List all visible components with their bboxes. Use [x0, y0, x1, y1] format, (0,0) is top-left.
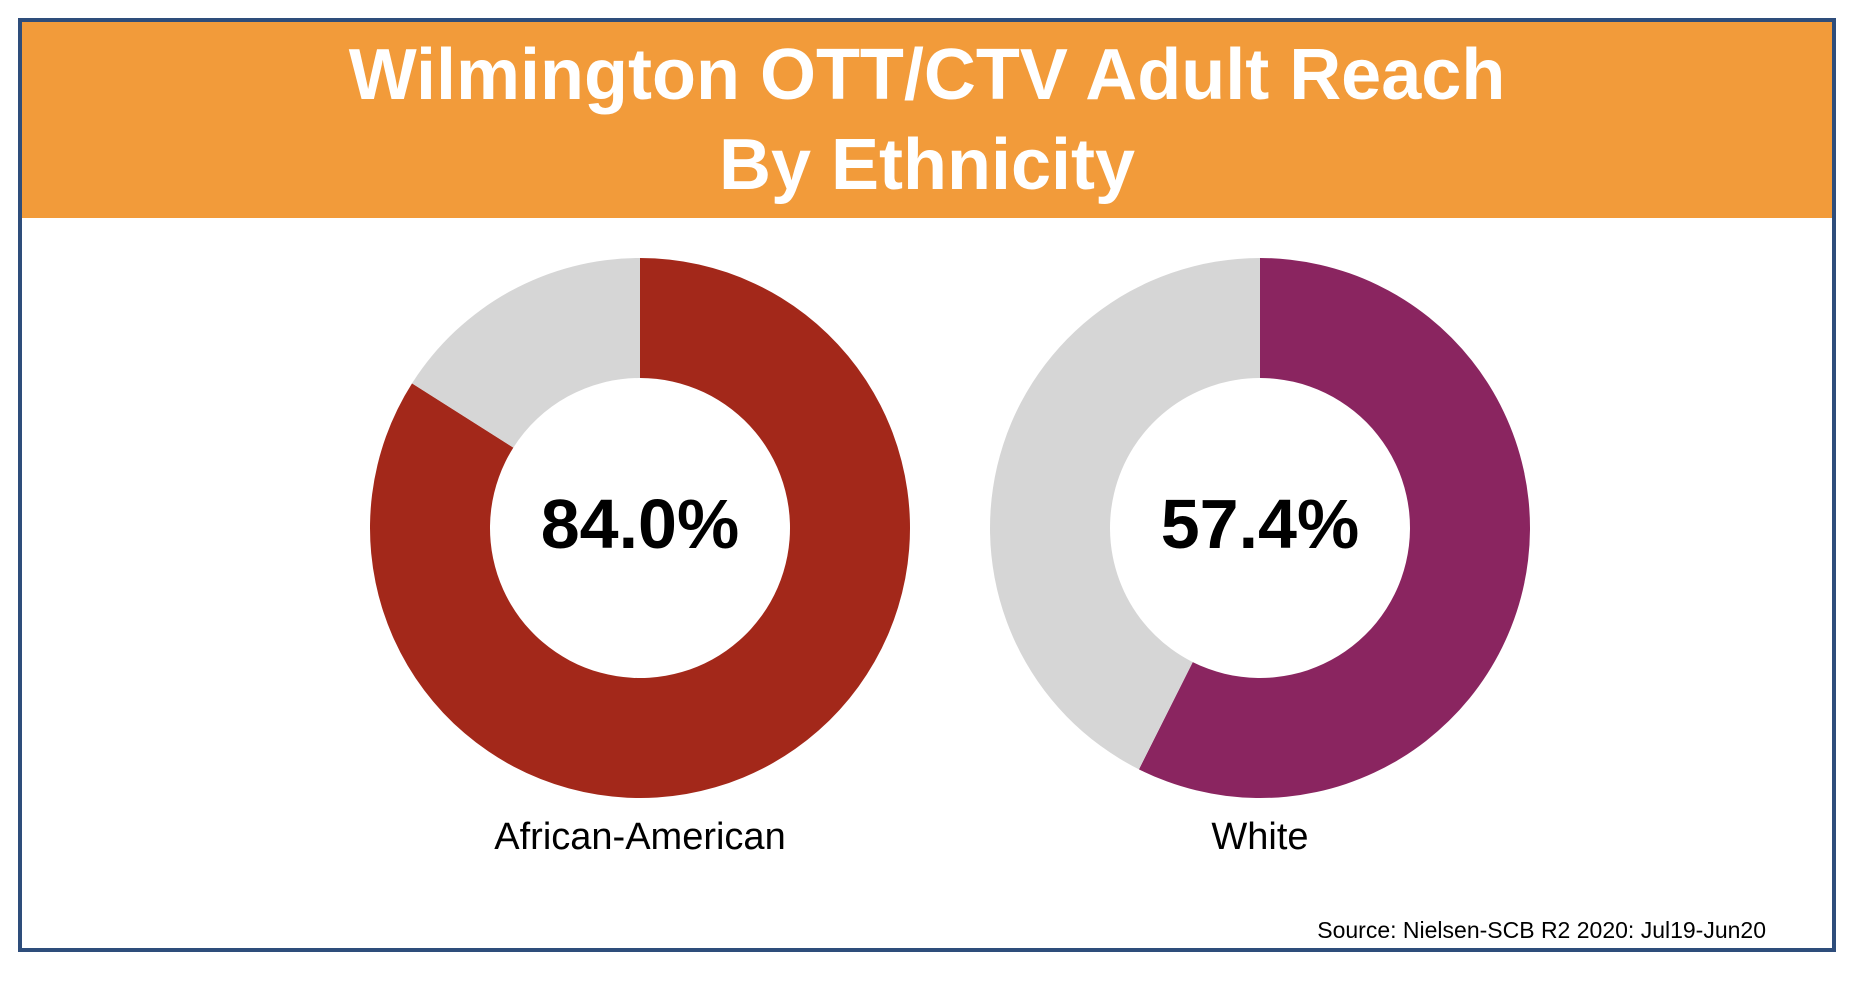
- donut-svg-african-american: [370, 258, 910, 798]
- donut-slice-white: [1138, 258, 1530, 798]
- donut-value-label: 84.0%: [540, 485, 740, 563]
- donut-value-label: 57.4%: [1160, 485, 1360, 563]
- chart-frame: Wilmington OTT/CTV Adult Reach By Ethnic…: [18, 18, 1836, 952]
- chart-title: Wilmington OTT/CTV Adult Reach: [348, 35, 1506, 115]
- donut-slice-african-american: [370, 258, 910, 798]
- donut-slice-remainder: [412, 258, 640, 448]
- category-label-white: White: [1211, 816, 1309, 858]
- donut-svg-white: [990, 258, 1530, 798]
- title-band: Wilmington OTT/CTV Adult Reach By Ethnic…: [22, 22, 1832, 218]
- donut-white: 57.4%: [990, 258, 1530, 798]
- donut-slice-remainder: [990, 258, 1260, 770]
- source-note: Source: Nielsen-SCB R2 2020: Jul19-Jun20: [1317, 917, 1766, 943]
- donut-african-american: 84.0%: [370, 258, 910, 798]
- chart-subtitle: By Ethnicity: [718, 125, 1136, 205]
- category-label-african-american: African-American: [494, 816, 786, 858]
